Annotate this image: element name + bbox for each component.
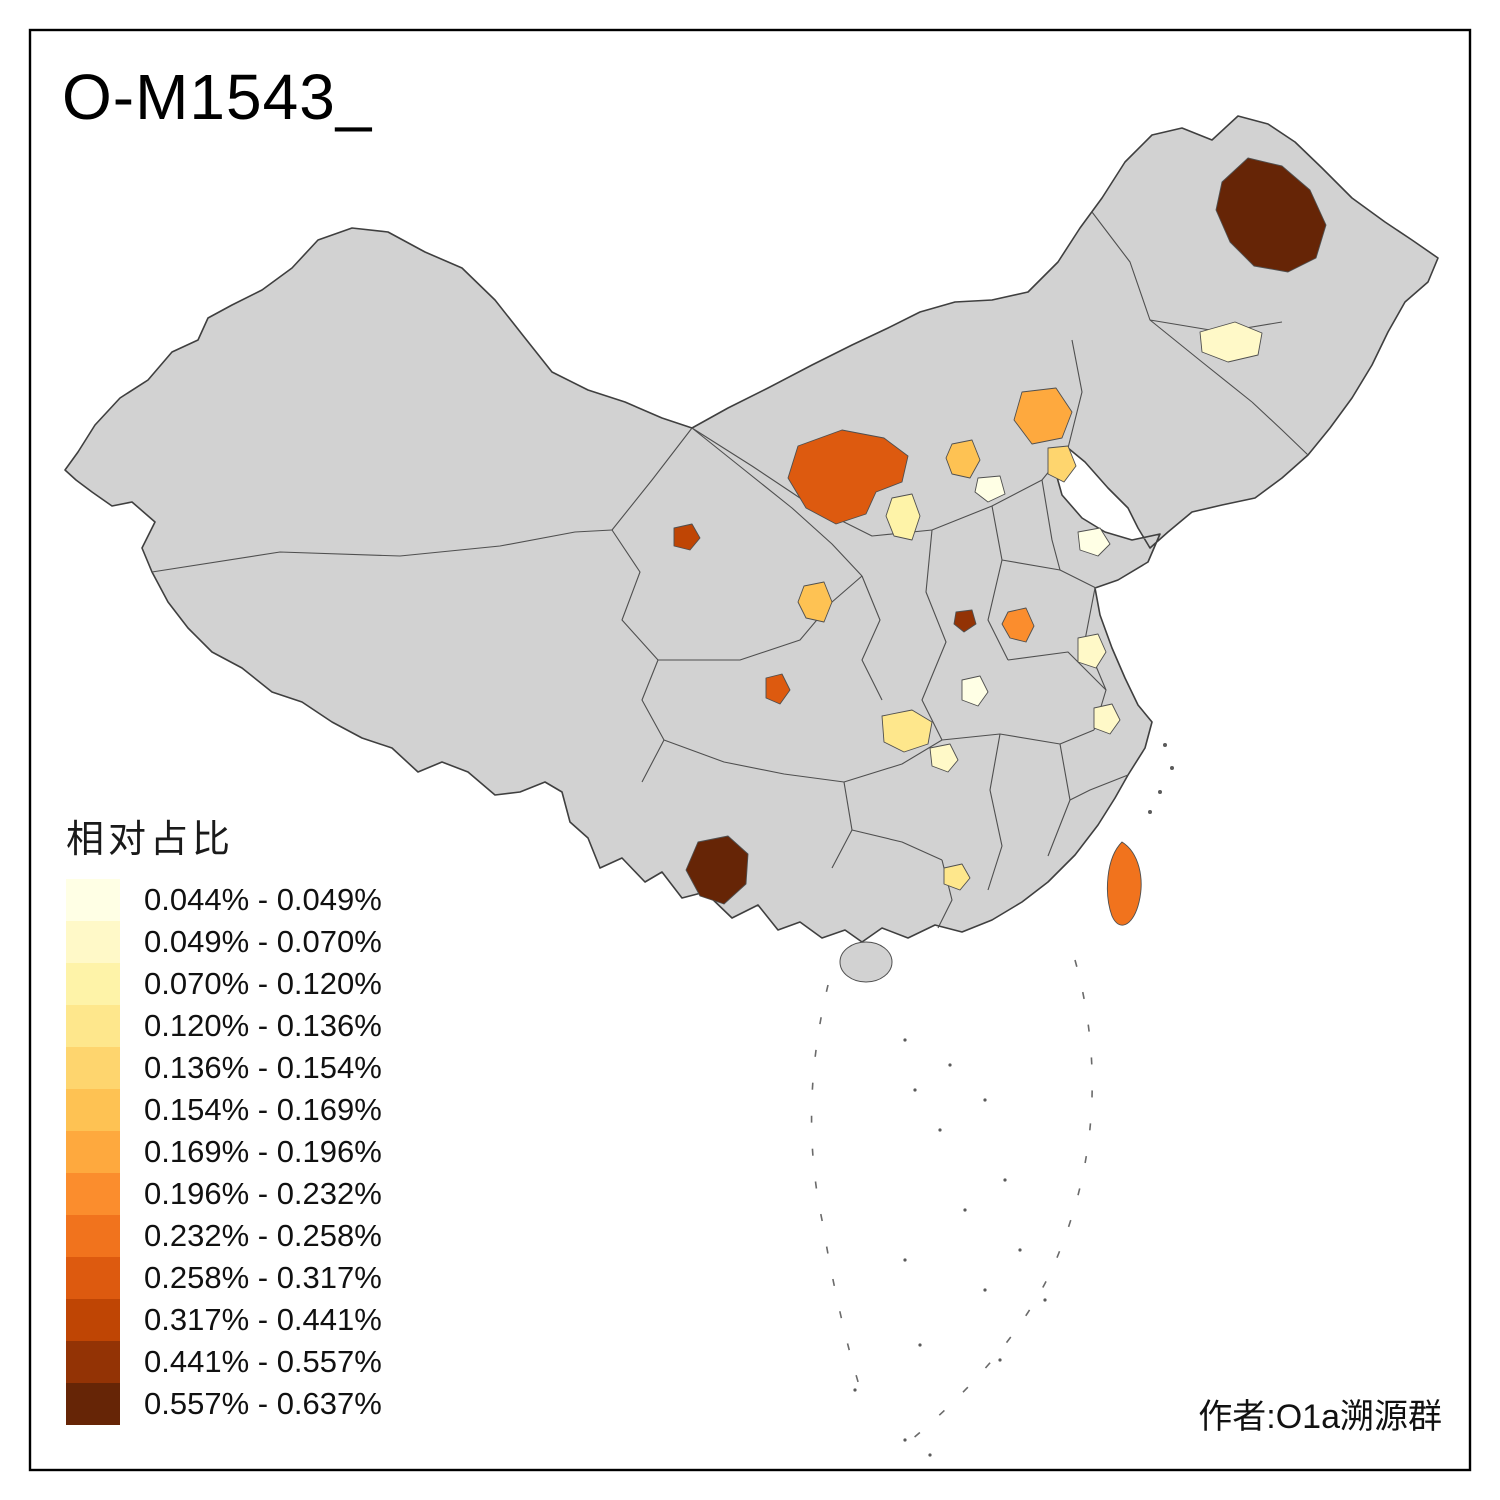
map-region-northeast-far xyxy=(1215,157,1327,273)
legend-item: 0.154% - 0.169% xyxy=(66,1089,382,1131)
legend-swatch xyxy=(66,1005,120,1047)
south-china-sea-islands xyxy=(810,743,1174,1457)
map-region-jiangsu-north xyxy=(1077,633,1107,669)
nine-dash-line xyxy=(904,959,1094,1446)
legend-label: 0.070% - 0.120% xyxy=(144,966,382,1001)
map-region-yunnan-central xyxy=(685,835,749,905)
legend-item: 0.044% - 0.049% xyxy=(66,879,382,921)
legend-label: 0.049% - 0.070% xyxy=(144,924,382,959)
legend-swatch xyxy=(66,1173,120,1215)
legend-swatch xyxy=(66,1383,120,1425)
legend-item: 0.049% - 0.070% xyxy=(66,921,382,963)
map-region-shaanxi-north xyxy=(885,493,921,541)
map-region-chongqing-south xyxy=(929,743,959,773)
map-region-sichuan-east xyxy=(881,709,933,753)
legend-label: 0.120% - 0.136% xyxy=(144,1008,382,1043)
figure-frame xyxy=(28,28,1472,1472)
author-credit: 作者:O1a溯源群 xyxy=(1198,1398,1442,1436)
legend: 相对占比 0.044% - 0.049% 0.049% - 0.070% 0.0… xyxy=(66,808,382,1425)
page-title: O-M1543_ xyxy=(62,61,373,133)
legend-item: 0.317% - 0.441% xyxy=(66,1299,382,1341)
legend-label: 0.557% - 0.637% xyxy=(144,1386,382,1421)
map-region-shanxi-north xyxy=(945,439,981,479)
legend-label: 0.196% - 0.232% xyxy=(144,1176,382,1211)
legend-item: 0.070% - 0.120% xyxy=(66,963,382,1005)
legend-item: 0.557% - 0.637% xyxy=(66,1383,382,1425)
legend-swatch xyxy=(66,879,120,921)
map-region-guangxi-north xyxy=(943,863,971,891)
map-region-northeast-plain xyxy=(1199,321,1263,363)
map-region-hebei-north xyxy=(1047,445,1077,483)
map-region-gansu-south xyxy=(797,581,833,623)
legend-item: 0.169% - 0.196% xyxy=(66,1131,382,1173)
map-region-shanxi-central xyxy=(974,475,1006,503)
legend-item: 0.258% - 0.317% xyxy=(66,1257,382,1299)
legend-label: 0.169% - 0.196% xyxy=(144,1134,382,1169)
legend-item: 0.196% - 0.232% xyxy=(66,1173,382,1215)
legend-label: 0.136% - 0.154% xyxy=(144,1050,382,1085)
legend-swatch xyxy=(66,1215,120,1257)
legend-label: 0.317% - 0.441% xyxy=(144,1302,382,1337)
legend-label: 0.441% - 0.557% xyxy=(144,1344,382,1379)
legend-swatch xyxy=(66,963,120,1005)
map-region-inner-mongolia-west xyxy=(787,429,909,525)
map-region-hubei-northwest xyxy=(961,675,989,707)
map-region-north-central xyxy=(1013,387,1073,445)
hainan-island xyxy=(839,941,893,983)
legend-swatch xyxy=(66,921,120,963)
legend-label: 0.044% - 0.049% xyxy=(144,882,382,917)
colored-regions xyxy=(673,157,1327,926)
legend-swatch xyxy=(66,1089,120,1131)
legend-label: 0.154% - 0.169% xyxy=(144,1092,382,1127)
map-region-guanzhong-small xyxy=(953,609,977,633)
legend-swatch xyxy=(66,1299,120,1341)
legend-label: 0.258% - 0.317% xyxy=(144,1260,382,1295)
legend-item: 0.232% - 0.258% xyxy=(66,1215,382,1257)
legend-title: 相对占比 xyxy=(66,819,235,861)
legend-item: 0.120% - 0.136% xyxy=(66,1005,382,1047)
legend-item: 0.441% - 0.557% xyxy=(66,1341,382,1383)
legend-swatch xyxy=(66,1131,120,1173)
map-region-sichuan-northwest xyxy=(765,673,791,705)
legend-label: 0.232% - 0.258% xyxy=(144,1218,382,1253)
map-region-henan-west xyxy=(1001,607,1035,643)
map-region-qinghai-east xyxy=(673,523,701,551)
legend-swatch xyxy=(66,1257,120,1299)
map-region-taiwan xyxy=(1107,841,1142,926)
map-region-shandong-west xyxy=(1077,527,1111,557)
legend-swatch xyxy=(66,1047,120,1089)
legend-item: 0.136% - 0.154% xyxy=(66,1047,382,1089)
legend-swatch xyxy=(66,1341,120,1383)
map-region-anhui-south xyxy=(1093,703,1121,735)
